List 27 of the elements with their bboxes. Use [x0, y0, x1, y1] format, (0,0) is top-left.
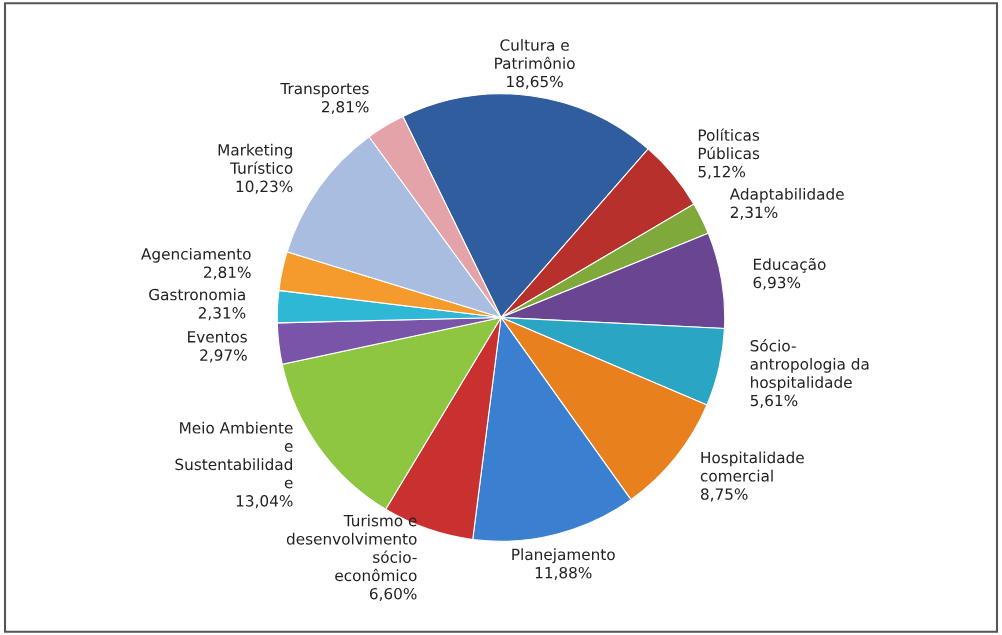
data-label: 8,75%: [700, 488, 748, 502]
data-label: 2,31%: [730, 206, 778, 220]
slice-label: Gastronomia: [149, 288, 245, 301]
slice-label: Cultura e Patrimônio: [495, 38, 575, 70]
data-label: 13,04%: [236, 495, 293, 509]
slice-label: Hospitalidade comercial: [700, 451, 804, 482]
data-label: 2,81%: [204, 266, 251, 280]
data-label: 10,23%: [236, 180, 293, 194]
slice-label: Meio Ambiente e Sustentabilidad e: [175, 421, 293, 489]
data-label: 2,81%: [321, 100, 369, 115]
data-label: 11,88%: [535, 566, 592, 581]
slice-label: Educação: [753, 257, 826, 273]
data-label: 6,93%: [753, 276, 801, 290]
slice-label: Marketing Turístico: [218, 143, 293, 174]
slice-label: Planejamento: [512, 548, 615, 564]
data-label: 2,31%: [198, 307, 246, 321]
data-label: 18,65%: [507, 75, 563, 89]
data-label: 5,12%: [698, 165, 746, 179]
slice-label: Adaptabilidade: [729, 188, 844, 203]
data-label: 5,61%: [750, 394, 798, 408]
slice-label: Eventos: [188, 331, 247, 343]
data-label: 2,97%: [200, 349, 247, 363]
slice-label: Transportes: [280, 82, 369, 98]
slice-label: Agenciamento: [141, 247, 251, 263]
data-label: 6,60%: [369, 587, 417, 602]
slice-label: Sócio- antropologia da hospitalidade: [750, 339, 869, 392]
slice-label: Políticas Públicas: [698, 128, 760, 160]
